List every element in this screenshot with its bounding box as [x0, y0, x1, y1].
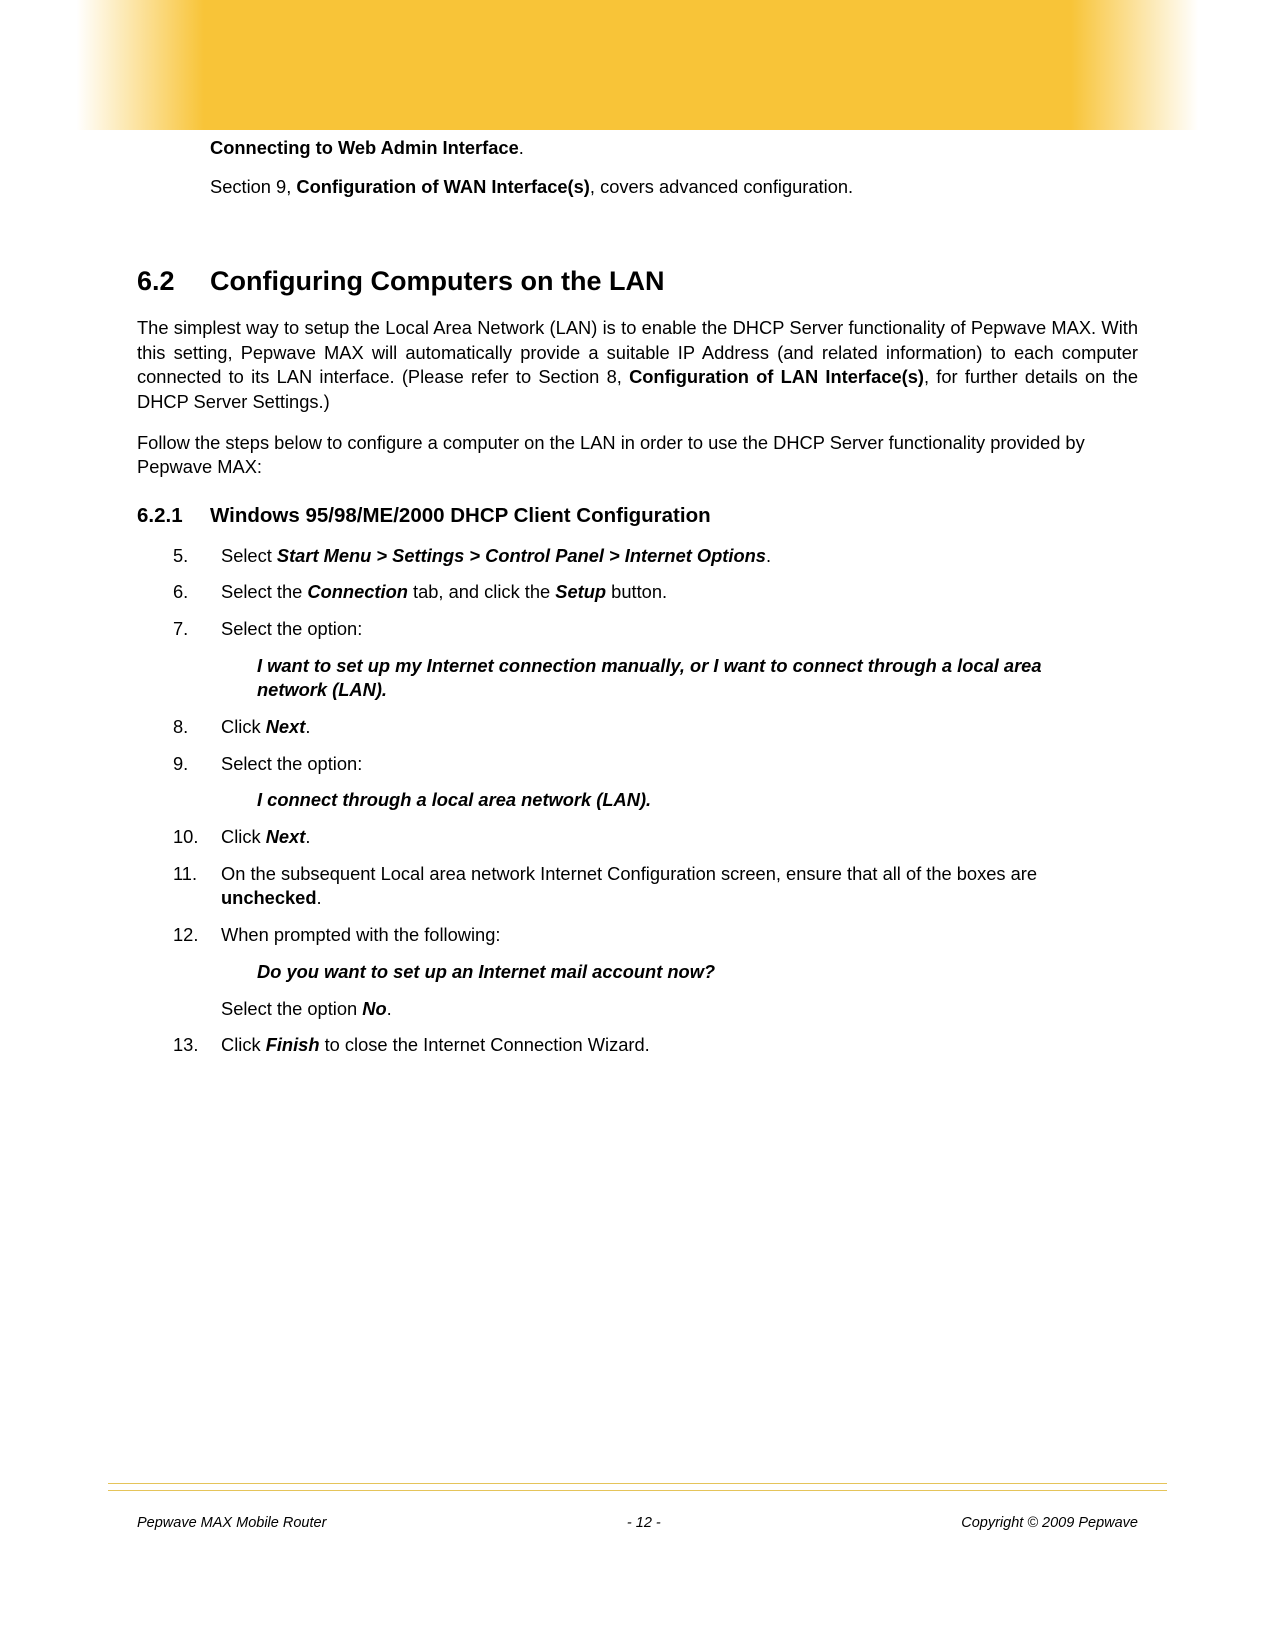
- section-paragraph-2: Follow the steps below to configure a co…: [137, 431, 1138, 480]
- step-number: 8.: [173, 715, 221, 740]
- step-text: On the subsequent Local area network Int…: [221, 862, 1138, 911]
- continuation-line-1: Connecting to Web Admin Interface.: [210, 136, 1138, 161]
- header-gradient-band: [0, 0, 1275, 130]
- subsection-heading: 6.2.1Windows 95/98/ME/2000 DHCP Client C…: [137, 502, 1138, 530]
- text: Section 9,: [210, 176, 296, 197]
- step-item: 10.Click Next.: [173, 825, 1138, 850]
- step-number: 10.: [173, 825, 221, 850]
- step-text: Click Finish to close the Internet Conne…: [221, 1033, 1138, 1058]
- text: , covers advanced configuration.: [590, 176, 853, 197]
- section-heading: 6.2Configuring Computers on the LAN: [137, 263, 1138, 299]
- bold-text: Configuration of WAN Interface(s): [296, 176, 590, 197]
- step-number: 6.: [173, 580, 221, 605]
- step-number: 9.: [173, 752, 221, 777]
- step-item: 7.Select the option:: [173, 617, 1138, 642]
- step-item: 8.Click Next.: [173, 715, 1138, 740]
- step-text: Select Start Menu > Settings > Control P…: [221, 544, 1138, 569]
- step-number: 7.: [173, 617, 221, 642]
- section-paragraph-1: The simplest way to setup the Local Area…: [137, 316, 1138, 415]
- footer-rule: [108, 1483, 1167, 1491]
- step-text: Select the option:: [221, 752, 1138, 777]
- page-content: Connecting to Web Admin Interface. Secti…: [137, 136, 1138, 1070]
- step-item: 12.When prompted with the following:: [173, 923, 1138, 948]
- step-item: 13.Click Finish to close the Internet Co…: [173, 1033, 1138, 1058]
- indented-instruction: Select the option No.: [221, 997, 1138, 1022]
- steps-list: 5.Select Start Menu > Settings > Control…: [137, 544, 1138, 1058]
- page-footer: Pepwave MAX Mobile Router - 12 - Copyrig…: [137, 1515, 1138, 1531]
- step-number: 13.: [173, 1033, 221, 1058]
- step-item: 11.On the subsequent Local area network …: [173, 862, 1138, 911]
- footer-center: - 12 -: [627, 1515, 661, 1531]
- step-text: Click Next.: [221, 825, 1138, 850]
- footer-left: Pepwave MAX Mobile Router: [137, 1515, 326, 1531]
- text: .: [519, 137, 524, 158]
- footer-right: Copyright © 2009 Pepwave: [961, 1515, 1138, 1531]
- subsection-number: 6.2.1: [137, 502, 210, 530]
- bold-text: Connecting to Web Admin Interface: [210, 137, 519, 158]
- step-number: 11.: [173, 862, 221, 887]
- emphasized-option: Do you want to set up an Internet mail a…: [257, 960, 1108, 985]
- step-text: Select the option:: [221, 617, 1138, 642]
- step-number: 5.: [173, 544, 221, 569]
- step-item: 5.Select Start Menu > Settings > Control…: [173, 544, 1138, 569]
- section-title: Configuring Computers on the LAN: [210, 266, 664, 296]
- step-text: Click Next.: [221, 715, 1138, 740]
- continuation-line-2: Section 9, Configuration of WAN Interfac…: [210, 175, 1138, 200]
- emphasized-option: I connect through a local area network (…: [257, 788, 1108, 813]
- step-text: Select the Connection tab, and click the…: [221, 580, 1138, 605]
- emphasized-option: I want to set up my Internet connection …: [257, 654, 1108, 703]
- step-text: When prompted with the following:: [221, 923, 1138, 948]
- step-item: 9.Select the option:: [173, 752, 1138, 777]
- step-item: 6.Select the Connection tab, and click t…: [173, 580, 1138, 605]
- subsection-title: Windows 95/98/ME/2000 DHCP Client Config…: [210, 504, 711, 527]
- section-number: 6.2: [137, 263, 210, 299]
- step-number: 12.: [173, 923, 221, 948]
- bold-text: Configuration of LAN Interface(s): [629, 366, 924, 387]
